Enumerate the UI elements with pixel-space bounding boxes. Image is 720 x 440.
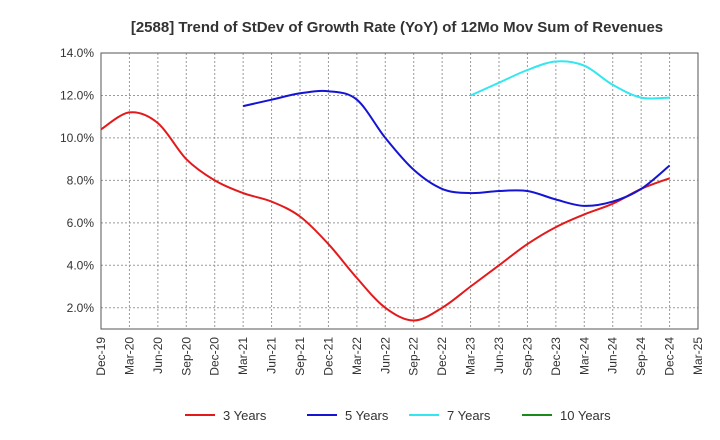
series-line-7-years (470, 60, 670, 100)
legend-label-7-years: 7 Years (447, 408, 491, 423)
y-tick-label: 14.0% (60, 46, 94, 60)
x-tick-label: Jun-20 (151, 337, 165, 374)
x-tick-label: Sep-24 (634, 337, 648, 376)
x-tick-label: Mar-20 (122, 337, 136, 375)
x-tick-label: Mar-23 (464, 337, 478, 375)
x-tick-label: Mar-21 (236, 337, 250, 375)
x-tick-label: Jun-24 (606, 337, 620, 374)
chart-title: [2588] Trend of StDev of Growth Rate (Yo… (131, 19, 663, 36)
y-tick-label: 8.0% (67, 173, 95, 187)
x-tick-label: Dec-24 (663, 337, 677, 376)
legend-label-3-years: 3 Years (223, 408, 267, 423)
legend-label-10-years: 10 Years (560, 408, 611, 423)
x-tick-label: Sep-23 (520, 337, 534, 376)
series-line-3-years (100, 111, 670, 322)
y-tick-label: 6.0% (67, 216, 95, 230)
series-line-5-years (242, 89, 671, 207)
y-tick-label: 4.0% (67, 258, 95, 272)
series-layer (100, 60, 671, 322)
x-tick-label: Dec-23 (549, 337, 563, 376)
x-tick-label: Jun-22 (378, 337, 392, 374)
x-tick-label: Jun-23 (492, 337, 506, 374)
x-tick-label: Dec-22 (435, 337, 449, 376)
x-tick-label: Jun-21 (265, 337, 279, 374)
x-axis: Dec-19 Mar-20 Jun-20 Sep-20 Dec-20 Mar-21 Jun-… (94, 337, 705, 376)
x-tick-label: Sep-20 (179, 337, 193, 376)
x-tick-label: Dec-20 (208, 337, 222, 376)
x-tick-label: Dec-19 (94, 337, 108, 376)
grid (100, 52, 699, 329)
plot-frame (100, 52, 699, 330)
legend-label-5-years: 5 Years (345, 408, 389, 423)
x-tick-label: Mar-22 (350, 337, 364, 375)
y-tick-label: 12.0% (60, 88, 94, 102)
y-tick-label: 2.0% (67, 301, 95, 315)
y-axis: 2.0% 4.0% 6.0% 8.0% 10.0% 12.0% 14.0% (60, 46, 94, 315)
x-tick-label: Mar-24 (577, 337, 591, 375)
x-tick-label: Mar-25 (691, 337, 705, 375)
x-tick-label: Dec-21 (321, 337, 335, 376)
legend: 3 Years 5 Years 7 Years 10 Years (185, 408, 611, 423)
x-tick-label: Sep-22 (407, 337, 421, 376)
x-tick-label: Sep-21 (293, 337, 307, 376)
y-tick-label: 10.0% (60, 131, 94, 145)
